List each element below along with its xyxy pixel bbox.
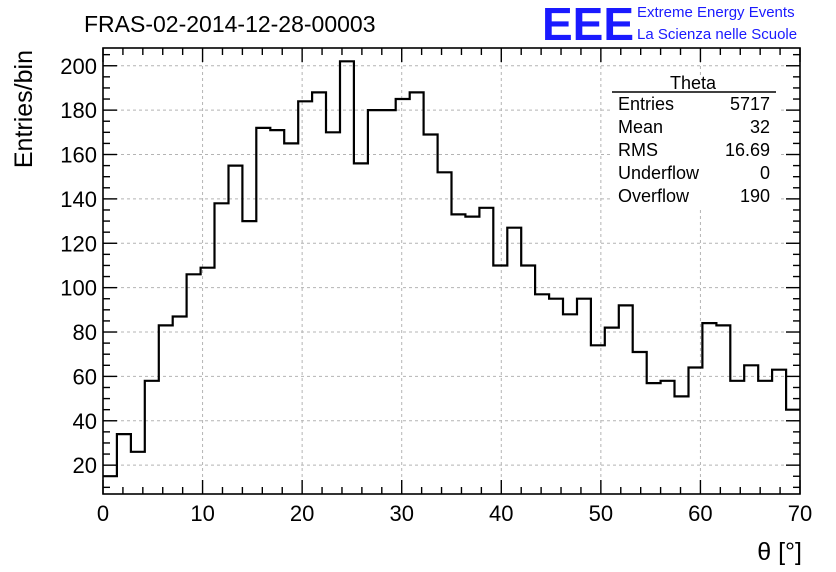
- stats-row-label: Entries: [618, 94, 674, 114]
- stats-row-value: 190: [740, 186, 770, 206]
- y-tick-label: 100: [60, 276, 97, 301]
- x-tick-label: 0: [97, 501, 109, 526]
- x-tick-label: 20: [290, 501, 314, 526]
- stats-row-label: Mean: [618, 117, 663, 137]
- y-tick-label: 40: [73, 409, 97, 434]
- stats-row-value: 16.69: [725, 140, 770, 160]
- y-tick-label: 160: [60, 143, 97, 168]
- y-tick-label: 200: [60, 54, 97, 79]
- project-name: Extreme Energy Events: [637, 4, 795, 21]
- x-tick-labels: 0 10 20 30 40 50 60 70: [97, 501, 812, 526]
- y-tick-label: 180: [60, 98, 97, 123]
- stats-box-title: Theta: [670, 73, 717, 93]
- axis-ticks: [102, 48, 801, 494]
- y-tick-label: 140: [60, 187, 97, 212]
- stats-row-value: 5717: [730, 94, 770, 114]
- y-tick-label: 120: [60, 231, 97, 256]
- stats-row-label: Overflow: [618, 186, 690, 206]
- y-axis-label: Entries/bin: [10, 50, 38, 168]
- stats-box: Theta Entries 5717 Mean 32 RMS 16.69 Underflow…: [610, 73, 778, 210]
- grid-lines: [103, 48, 800, 494]
- y-tick-label: 20: [73, 453, 97, 478]
- eee-logo: EEE: [542, 0, 634, 50]
- x-tick-label: 60: [688, 501, 712, 526]
- chart-title: FRAS-02-2014-12-28-00003: [84, 11, 376, 37]
- histogram-step-line: [103, 60, 800, 478]
- x-axis-label: θ [°]: [757, 538, 802, 566]
- stats-box-background: [610, 75, 778, 210]
- x-tick-label: 50: [589, 501, 613, 526]
- x-tick-label: 30: [389, 501, 413, 526]
- y-tick-label: 80: [73, 320, 97, 345]
- stats-row-label: RMS: [618, 140, 658, 160]
- stats-row-value: 0: [760, 163, 770, 183]
- y-tick-label: 60: [73, 364, 97, 389]
- stats-row-label: Underflow: [618, 163, 700, 183]
- x-tick-label: 70: [788, 501, 812, 526]
- stats-row-value: 32: [750, 117, 770, 137]
- x-tick-label: 40: [489, 501, 513, 526]
- project-subtitle: La Scienza nelle Scuole: [637, 26, 797, 43]
- x-tick-label: 10: [190, 501, 214, 526]
- plot-frame: [102, 47, 801, 495]
- y-tick-labels: 20 40 60 80 100 120 140 160 180 200: [60, 54, 97, 478]
